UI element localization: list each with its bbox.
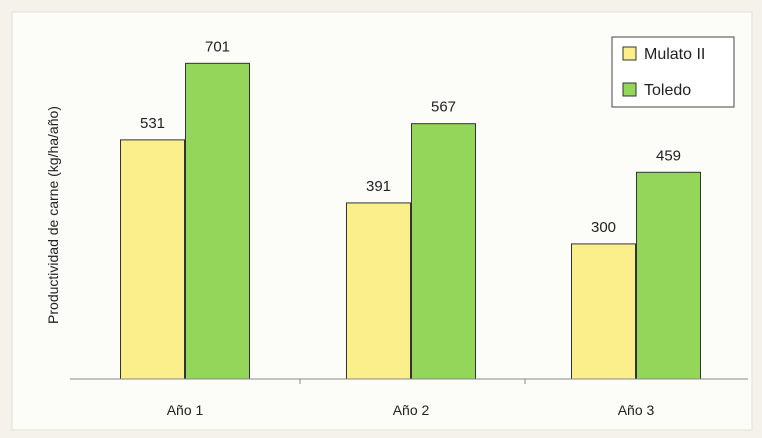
y-axis-title: Productividad de carne (kg/ha/año) (45, 106, 61, 324)
data-label-toledo-3: 459 (656, 147, 681, 164)
data-label-mulato-2: 391 (366, 178, 391, 195)
legend: Mulato II Toledo (611, 36, 735, 108)
x-tick-label-2: Año 2 (393, 402, 430, 418)
legend-swatch-toledo (622, 82, 637, 97)
legend-label-toledo: Toledo (644, 82, 691, 99)
legend-swatch-mulato (622, 46, 637, 61)
bars-layer: 531 701 391 567 300 459 (120, 38, 701, 380)
bar-mulato-1 (120, 139, 185, 380)
x-tick-labels: Año 1 Año 2 Año 3 (167, 379, 655, 418)
bar-toledo-3 (636, 171, 701, 380)
data-label-mulato-1: 531 (140, 115, 165, 132)
bar-toledo-2 (411, 123, 476, 380)
bar-mulato-3 (571, 243, 636, 380)
legend-label-mulato: Mulato II (644, 46, 705, 63)
bar-toledo-1 (185, 62, 250, 380)
bar-mulato-2 (346, 202, 411, 380)
x-tick-label-3: Año 3 (618, 402, 655, 418)
data-label-toledo-2: 567 (431, 99, 456, 116)
data-label-mulato-3: 300 (591, 219, 616, 236)
data-label-toledo-1: 701 (205, 38, 230, 55)
x-tick-label-1: Año 1 (167, 402, 204, 418)
